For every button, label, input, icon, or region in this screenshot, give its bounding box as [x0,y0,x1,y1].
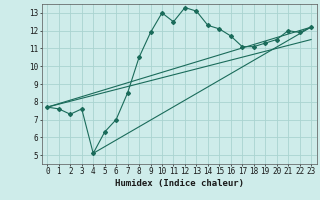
X-axis label: Humidex (Indice chaleur): Humidex (Indice chaleur) [115,179,244,188]
